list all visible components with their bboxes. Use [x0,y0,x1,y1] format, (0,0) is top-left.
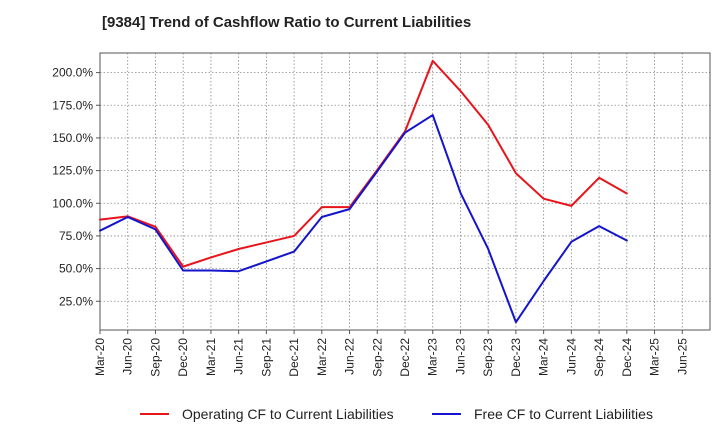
x-tick-label: Dec-22 [398,338,412,377]
x-tick-label: Mar-22 [315,338,329,376]
x-tick-label: Dec-20 [176,338,190,377]
x-tick-label: Jun-20 [121,338,135,375]
legend-label-2: Free CF to Current Liabilities [474,406,653,422]
x-tick-label: Sep-22 [370,338,384,377]
y-tick-label: 25.0% [59,294,93,308]
x-tick-label: Mar-24 [537,338,551,376]
series-lines [99,59,628,324]
x-tick-label: Jun-24 [564,338,578,375]
x-tick-label: Sep-21 [259,338,273,377]
grid-lines [100,53,710,330]
y-tick-label: 200.0% [52,66,93,80]
x-tick-label: Jun-23 [453,338,467,375]
x-tick-label: Sep-23 [481,338,495,377]
y-tick-label: 50.0% [59,262,93,276]
chart-title: [9384] Trend of Cashflow Ratio to Curren… [102,14,472,31]
series-line-2 [99,114,628,324]
legend-label-1: Operating CF to Current Liabilities [182,406,394,422]
x-tick-label: Dec-24 [620,338,634,377]
y-tick-label: 125.0% [52,164,93,178]
y-tick-label: 100.0% [52,196,93,210]
y-tick-label: 75.0% [59,229,93,243]
x-tick-label: Mar-25 [648,338,662,376]
y-tick-label: 150.0% [52,131,93,145]
x-tick-label: Jun-25 [675,338,689,375]
x-tick-label: Mar-21 [204,338,218,376]
x-tick-label: Jun-21 [232,338,246,375]
y-tick-label: 175.0% [52,98,93,112]
x-tick-label: Mar-23 [426,338,440,376]
y-axis-ticks: 25.0% 50.0% 75.0% 100.0% 125.0% 150.0% 175.0% 2… [52,66,100,308]
x-tick-label: Sep-24 [592,338,606,377]
x-tick-label: Dec-23 [509,338,523,377]
x-tick-label: Dec-21 [287,338,301,377]
x-axis-ticks: Mar-20 Jun-20 Sep-20 Dec-20 Mar-21 Jun-21 Sep-… [93,330,689,377]
legend: Operating CF to Current Liabilities Free … [140,406,653,422]
x-tick-label: Sep-20 [148,338,162,377]
x-tick-label: Mar-20 [93,338,107,376]
x-tick-label: Jun-22 [343,338,357,375]
